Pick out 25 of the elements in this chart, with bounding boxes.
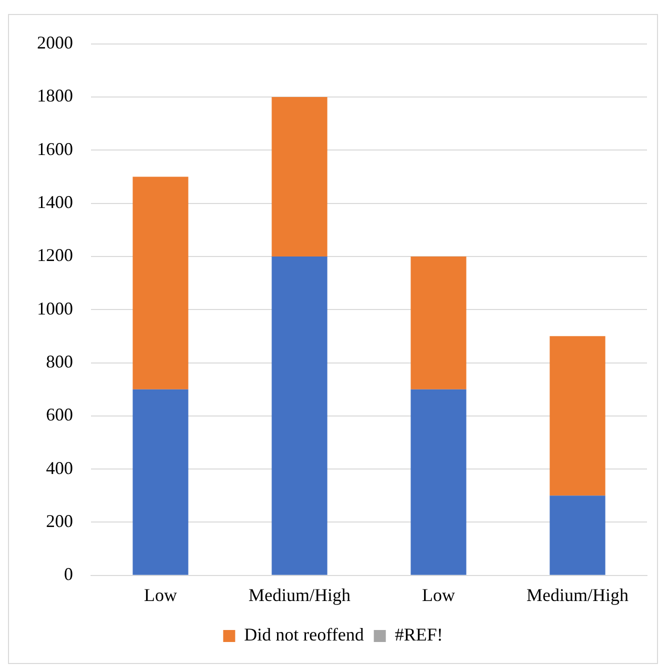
y-tick-label: 2000: [37, 32, 73, 53]
y-tick-label: 200: [46, 510, 73, 531]
legend-label: #REF!: [394, 624, 443, 645]
y-tick-label: 1200: [37, 245, 73, 266]
y-tick-label: 800: [46, 351, 73, 372]
y-tick-label: 1400: [37, 192, 73, 212]
bar: [550, 496, 606, 575]
y-tick-label: 600: [46, 404, 73, 425]
legend-label: Did not reoffend: [244, 624, 364, 645]
bar: [272, 96, 328, 256]
x-tick-label: Medium/High: [248, 584, 350, 605]
bar: [410, 256, 466, 390]
y-tick-label: 0: [64, 564, 73, 584]
bar: [132, 176, 188, 390]
bar: [272, 256, 328, 575]
x-tick-label: Medium/High: [526, 584, 628, 605]
x-tick-label: Low: [422, 584, 455, 605]
bar: [132, 389, 188, 575]
y-tick-label: 1800: [37, 86, 73, 106]
x-tick-label: Low: [144, 584, 177, 605]
bar: [410, 389, 466, 575]
y-tick-label: 400: [46, 458, 73, 478]
bar: [550, 336, 606, 496]
y-tick-label: 1600: [37, 138, 73, 159]
y-tick-label: 1000: [37, 298, 73, 318]
